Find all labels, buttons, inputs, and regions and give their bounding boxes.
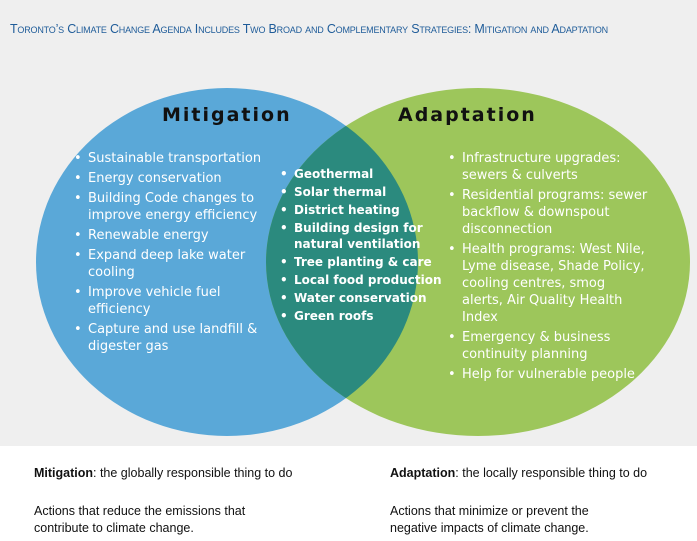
list-item: Residential programs: sewer backflow & d… bbox=[448, 187, 648, 238]
list-item: Infrastructure upgrades: sewers & culver… bbox=[448, 150, 648, 184]
adaptation-list: Infrastructure upgrades: sewers & culver… bbox=[448, 150, 648, 386]
mitigation-list: Sustainable transportation Energy conserv… bbox=[74, 150, 264, 358]
term: Mitigation bbox=[34, 466, 94, 480]
list-item: Capture and use landfill & digester gas bbox=[74, 321, 264, 355]
mitigation-title: Mitigation bbox=[162, 104, 292, 126]
list-item: Renewable energy bbox=[74, 227, 264, 244]
list-item: Building design for natural ventilation bbox=[280, 220, 445, 252]
adaptation-title: Adaptation bbox=[398, 104, 537, 126]
list-item: Help for vulnerable people bbox=[448, 366, 648, 383]
list-item: Energy conservation bbox=[74, 170, 264, 187]
adaptation-description: Actions that minimize or prevent the neg… bbox=[390, 504, 589, 535]
list-item: Local food production bbox=[280, 272, 445, 288]
list-item: Green roofs bbox=[280, 308, 445, 324]
list-item: Tree planting & care bbox=[280, 254, 445, 270]
list-item: Health programs: West Nile, Lyme disease… bbox=[448, 241, 648, 326]
list-item: Geothermal bbox=[280, 166, 445, 182]
title: Toronto’s Climate Change Agenda Includes… bbox=[10, 22, 608, 36]
adaptation-summary: Adaptation: the locally responsible thin… bbox=[390, 466, 647, 480]
summary: : the locally responsible thing to do bbox=[455, 466, 648, 480]
mitigation-summary: Mitigation: the globally responsible thi… bbox=[34, 466, 292, 480]
list-item: Improve vehicle fuel efficiency bbox=[74, 284, 264, 318]
term: Adaptation bbox=[390, 466, 456, 480]
list-item: Water conservation bbox=[280, 290, 445, 306]
list-item: Expand deep lake water cooling bbox=[74, 247, 264, 281]
overlap-list: Geothermal Solar thermal District heating B… bbox=[280, 166, 445, 326]
summary: : the globally responsible thing to do bbox=[93, 466, 293, 480]
list-item: Solar thermal bbox=[280, 184, 445, 200]
list-item: Emergency & business continuity planning bbox=[448, 329, 648, 363]
list-item: District heating bbox=[280, 202, 445, 218]
list-item: Building Code changes to improve energy … bbox=[74, 190, 264, 224]
mitigation-description: Actions that reduce the emissions that c… bbox=[34, 504, 246, 535]
list-item: Sustainable transportation bbox=[74, 150, 264, 167]
